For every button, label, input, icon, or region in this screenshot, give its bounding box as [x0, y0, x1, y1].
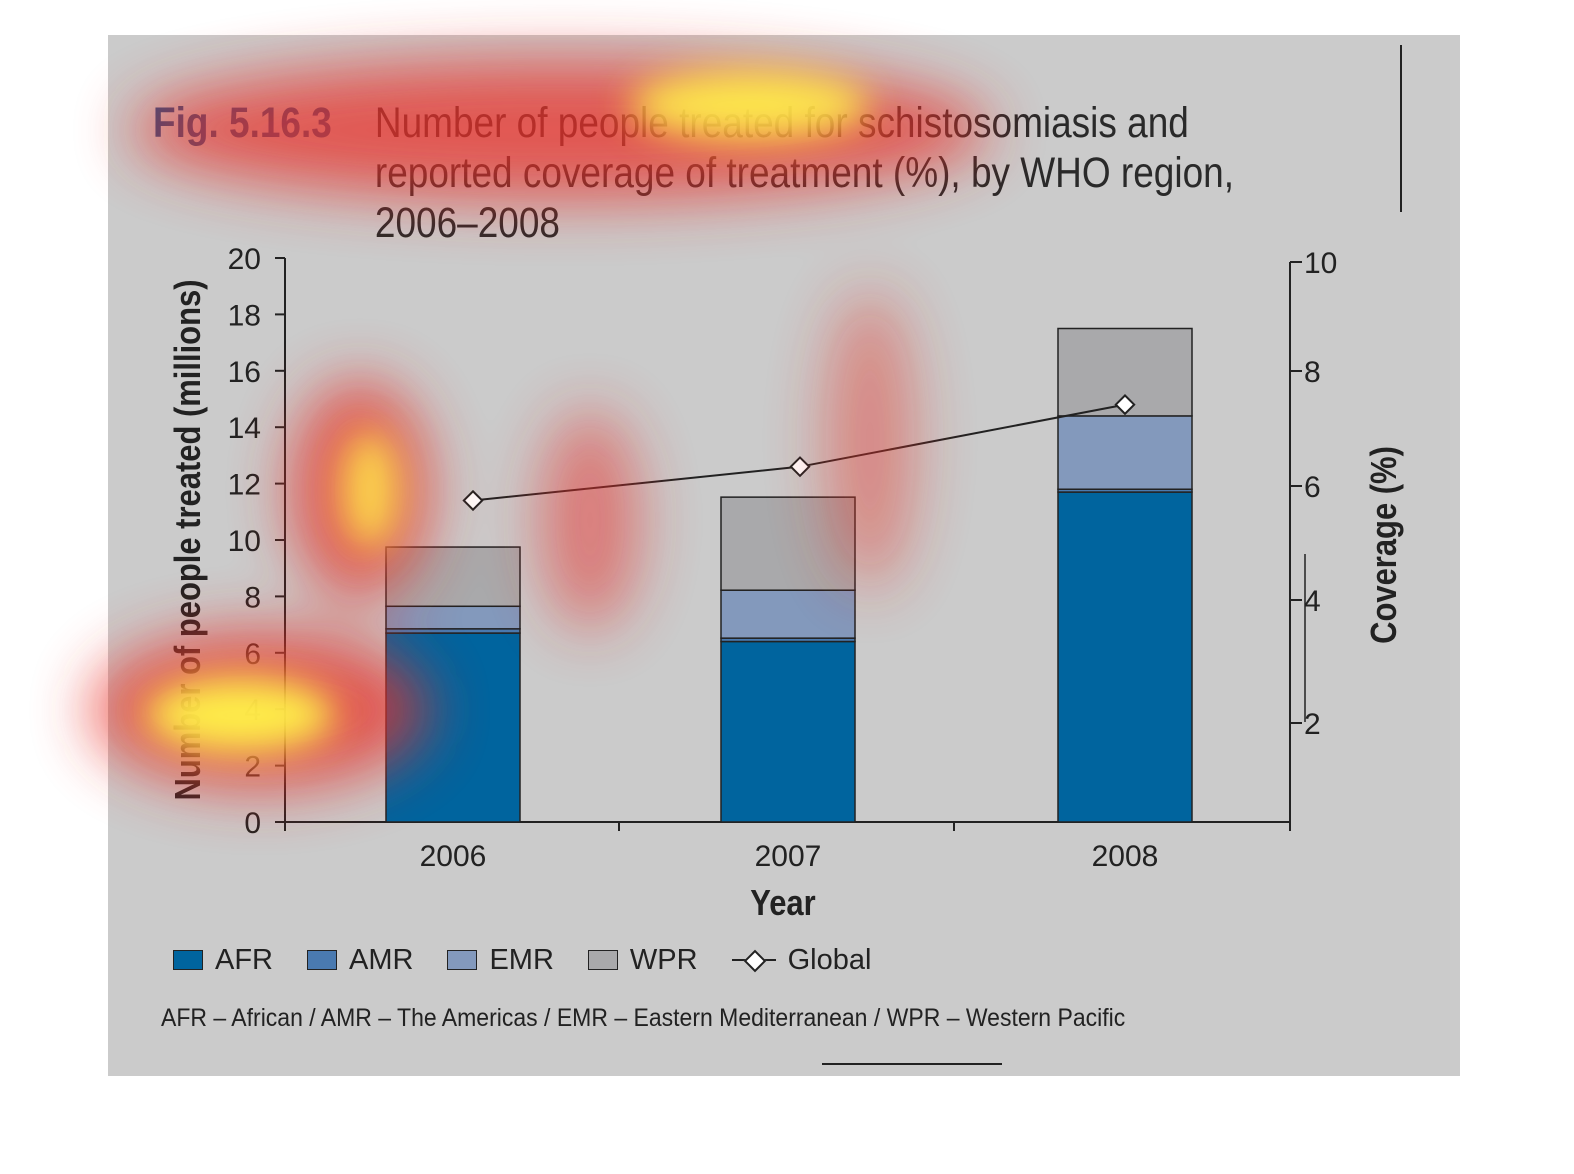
x-axis-title: Year	[750, 884, 815, 924]
legend-swatch-afr	[173, 950, 203, 970]
y-tick-label-20: 20	[228, 243, 261, 276]
legend-swatch-global	[731, 950, 776, 970]
legend-item-global: Global	[731, 943, 872, 977]
y-tick-label-10: 10	[228, 525, 261, 558]
bar-WPR-2006	[385, 546, 521, 608]
line-global	[472, 403, 1126, 502]
y-tick-label-0: 0	[244, 807, 261, 840]
bar-WPR-2007	[720, 496, 856, 591]
x-tick-label-2006: 2006	[420, 840, 487, 873]
legend-item-amr: AMR	[307, 944, 413, 977]
y2-tick-label-10: 10	[1304, 247, 1337, 280]
bar-AFR-2006	[385, 632, 521, 823]
point-global-2008	[1114, 394, 1136, 416]
y-tick-label-6: 6	[244, 638, 261, 671]
region-abbreviations-note: AFR – African / AMR – The Americas / EMR…	[161, 1004, 1126, 1032]
point-global-2006	[462, 489, 484, 512]
legend-item-emr: EMR	[447, 943, 554, 977]
bar-EMR-2007	[720, 589, 856, 639]
legend-label-amr: AMR	[349, 943, 414, 976]
legend-item-afr: AFR	[173, 944, 273, 977]
legend-swatch-amr	[307, 950, 337, 970]
legend-label-afr: AFR	[215, 943, 273, 976]
legend-item-wpr: WPR	[587, 943, 698, 977]
y-tick-label-18: 18	[228, 299, 261, 332]
y-tick-label-12: 12	[228, 469, 261, 502]
y2-tick-label-6: 6	[1304, 471, 1321, 504]
x-tick-label-2007: 2007	[755, 840, 822, 873]
right-margin-rule	[1400, 45, 1402, 212]
bar-AFR-2008	[1057, 491, 1193, 823]
y-tick-label-8: 8	[244, 581, 261, 614]
legend: AFR AMR EMR WPR Global	[173, 942, 905, 978]
y-tick-label-14: 14	[228, 412, 261, 445]
y2-tick-label-4: 4	[1304, 585, 1321, 618]
legend-label-global: Global	[787, 943, 872, 976]
y2-tick-label-2: 2	[1304, 708, 1321, 741]
x-tick-label-2008: 2008	[1092, 840, 1159, 873]
legend-label-wpr: WPR	[629, 943, 698, 976]
legend-swatch-wpr	[587, 950, 618, 970]
point-global-2007	[789, 456, 811, 478]
figure-title-line-3: 2006–2008	[374, 199, 560, 247]
bottom-rule	[822, 1063, 1002, 1065]
bar-EMR-2008	[1057, 415, 1193, 490]
y-tick-label-16: 16	[228, 356, 261, 389]
legend-label-emr: EMR	[489, 943, 554, 976]
y-tick-label-2: 2	[244, 751, 261, 784]
y2-axis-title: Coverage (%)	[1365, 446, 1405, 644]
bar-EMR-2006	[385, 605, 521, 630]
bar-AFR-2007	[720, 640, 856, 823]
y2-tick-label-8: 8	[1304, 356, 1321, 389]
legend-swatch-emr	[447, 950, 478, 970]
y-tick-label-4: 4	[244, 694, 261, 727]
y-axis-title: Number of people treated (millions)	[169, 279, 209, 800]
